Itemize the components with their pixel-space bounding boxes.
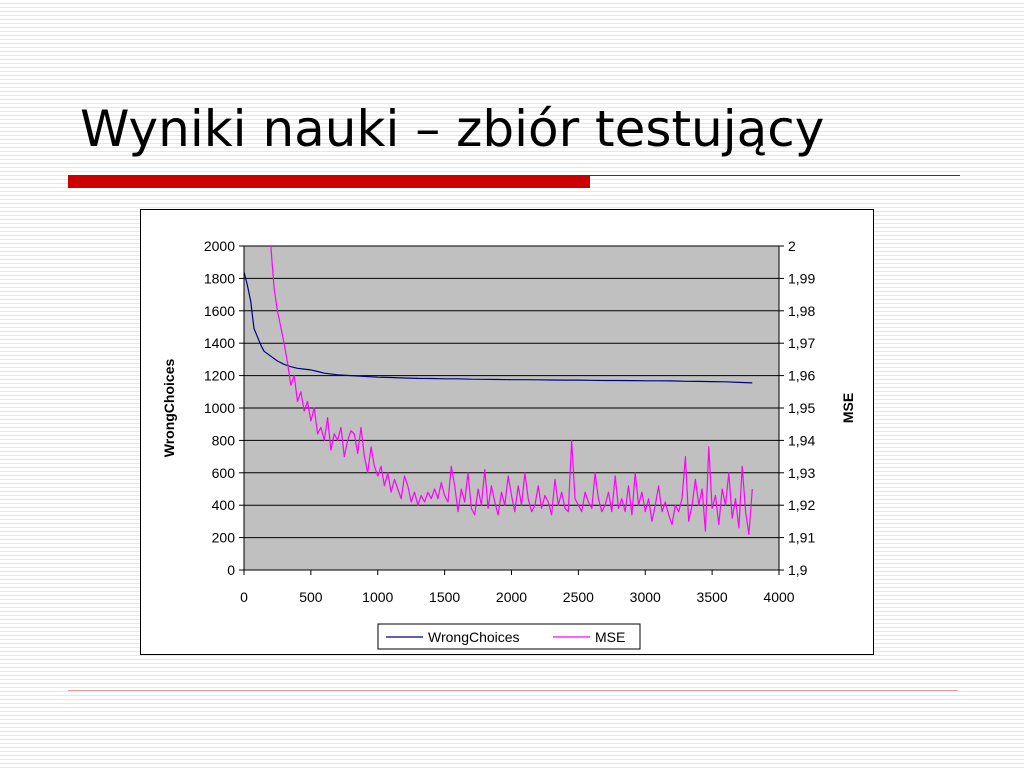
x-tick-label: 2000 — [496, 589, 527, 605]
y2-tick-label: 2 — [788, 238, 796, 254]
y2-tick-label: 1,9 — [788, 562, 808, 578]
y2-tick-label: 1,94 — [788, 432, 815, 448]
y-tick-label: 1200 — [204, 368, 235, 384]
series-lines — [243, 245, 753, 535]
slide-title: Wyniki nauki – zbiór testujący — [80, 100, 825, 158]
x-tick-label: 1000 — [362, 589, 393, 605]
y2-tick-label: 1,93 — [788, 465, 815, 481]
x-tick-label: 3000 — [630, 589, 661, 605]
chart-frame: 0 200 400 600 800 1000 1200 1400 1600 1800 2000 1,9… — [140, 209, 874, 655]
series-line-wrongchoices — [243, 271, 753, 384]
y-tick-label: 200 — [212, 530, 236, 546]
y-tick-label: 1000 — [204, 400, 235, 416]
y2-tick-label: 1,96 — [788, 368, 815, 384]
y-tick-label: 1800 — [204, 270, 235, 286]
y2-tick-label: 1,99 — [788, 270, 815, 286]
series-line-mse — [270, 245, 753, 535]
tick-labels: 0 200 400 600 800 1000 1200 1400 1600 1800 2000 1,9… — [204, 238, 816, 605]
title-underline-thin — [590, 175, 960, 176]
x-tick-label: 4000 — [763, 589, 794, 605]
y-tick-label: 800 — [212, 432, 236, 448]
y-tick-label: 1600 — [204, 303, 235, 319]
line-chart: 0 200 400 600 800 1000 1200 1400 1600 1800 2000 1,9… — [161, 238, 856, 650]
y-tick-label: 1400 — [204, 335, 235, 351]
x-tick-label: 0 — [240, 589, 248, 605]
y2-tick-label: 1,95 — [788, 400, 815, 416]
legend-label-mse: MSE — [595, 629, 625, 645]
x-tick-label: 1500 — [429, 589, 460, 605]
y-axis-label: WrongChoices — [161, 359, 177, 458]
x-tick-label: 3500 — [697, 589, 728, 605]
x-tick-label: 2500 — [563, 589, 594, 605]
y-tick-label: 600 — [212, 465, 236, 481]
y2-tick-label: 1,98 — [788, 303, 815, 319]
y2-tick-label: 1,97 — [788, 335, 815, 351]
y2-tick-label: 1,92 — [788, 497, 815, 513]
legend: WrongChoices MSE — [377, 623, 641, 650]
title-underline-bar — [68, 175, 590, 188]
y2-axis-label: MSE — [840, 393, 856, 423]
y2-tick-label: 1,91 — [788, 530, 815, 546]
footer-divider — [68, 690, 958, 691]
y-tick-label: 2000 — [204, 238, 235, 254]
y-tick-label: 0 — [227, 562, 235, 578]
y-tick-label: 400 — [212, 497, 236, 513]
grid-lines — [244, 245, 779, 539]
legend-label-wrongchoices: WrongChoices — [428, 629, 520, 645]
x-tick-label: 500 — [299, 589, 323, 605]
